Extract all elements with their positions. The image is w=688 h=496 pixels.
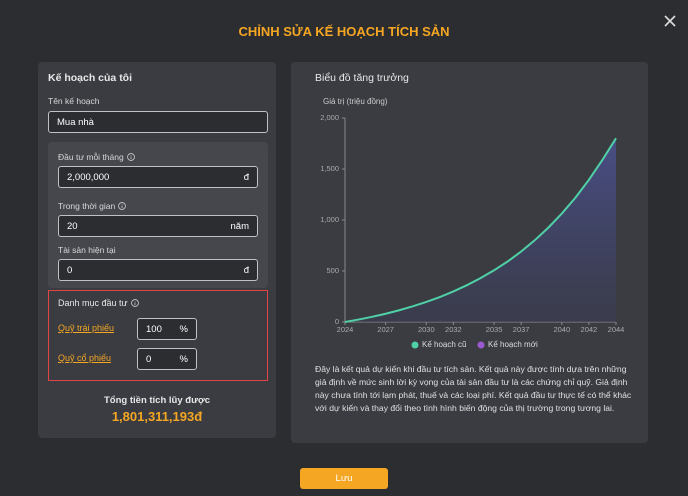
legend-swatch: [411, 341, 419, 349]
legend-swatch: [477, 341, 485, 349]
field-label: Đầu tư mỗi tháng: [58, 152, 135, 162]
input-value: 2,000,000: [67, 171, 110, 183]
y-tick-label: 2,000: [320, 113, 339, 122]
info-icon[interactable]: [126, 153, 135, 161]
save-button[interactable]: Lưu: [300, 468, 388, 489]
label-text: Đầu tư mỗi tháng: [58, 152, 124, 162]
fund-input[interactable]: 0%: [137, 348, 197, 370]
input-value: 20: [67, 220, 78, 232]
x-tick-label: 2030: [418, 325, 435, 334]
unit: %: [179, 353, 188, 365]
field-label: Trong thời gian: [58, 201, 127, 211]
input-value: Mua nhà: [57, 116, 94, 128]
area: [345, 138, 616, 322]
y-tick-label: 1,500: [320, 164, 339, 173]
x-tick-label: 2024: [337, 325, 354, 334]
close-button[interactable]: [663, 14, 677, 28]
legend-label: Kế hoạch mới: [488, 340, 538, 349]
section-title: Kế hoạch của tôi: [48, 72, 133, 84]
line: [344, 137, 617, 323]
y-tick-label: 500: [326, 266, 339, 275]
chart-description: Đây là kết quả dự kiến khi đầu tư tích s…: [315, 364, 632, 413]
chart-title: Biểu đồ tăng trưởng: [315, 72, 409, 84]
unit: %: [179, 323, 188, 335]
input-value: 100: [146, 323, 162, 335]
portfolio-title: Danh mục đầu tư: [58, 298, 139, 308]
y-tick-label: 1,000: [320, 215, 339, 224]
x-tick-label: 2037: [513, 325, 530, 334]
fund-link[interactable]: Quỹ cổ phiếu: [58, 353, 112, 363]
x-tick-label: 2027: [377, 325, 394, 334]
label-text: Trong thời gian: [58, 201, 116, 211]
input-value: 0: [67, 264, 73, 276]
info-icon[interactable]: [130, 299, 139, 307]
total-label: Tổng tiền tích lũy được: [104, 395, 210, 406]
field-label: Tài sản hiện tại: [58, 245, 116, 255]
x-tick-label: 2044: [608, 325, 625, 334]
x-tick-label: 2032: [445, 325, 462, 334]
info-icon[interactable]: [118, 202, 127, 210]
duration-input[interactable]: 20 năm: [58, 215, 258, 237]
legend-label: Kế hoạch cũ: [422, 340, 466, 349]
input-value: 0: [146, 353, 152, 365]
x-tick-label: 2042: [581, 325, 598, 334]
growth-chart: Biểu đồ tăng trưởng Giá trị (triệu đồng)…: [315, 72, 625, 349]
total-value: 1,801,311,193đ: [111, 409, 203, 424]
field-label: Tên kế hoạch: [48, 96, 100, 106]
plan-name-input[interactable]: Mua nhà: [48, 111, 268, 133]
fund-link[interactable]: Quỹ trái phiếu: [58, 323, 115, 333]
modal-title: CHỈNH SỬA KẾ HOẠCH TÍCH SẢN: [238, 24, 450, 39]
unit: đ: [243, 171, 249, 183]
y-tick-label: 0: [335, 317, 339, 326]
unit: năm: [230, 220, 249, 232]
fund-input[interactable]: 100%: [137, 318, 197, 340]
portfolio-box: [48, 290, 268, 381]
x-tick-label: 2040: [553, 325, 570, 334]
x-tick-label: 2035: [486, 325, 503, 334]
monthly-input[interactable]: 2,000,000 đ: [58, 166, 258, 188]
unit: đ: [243, 264, 249, 276]
y-axis-label: Giá trị (triệu đồng): [323, 97, 388, 106]
label-text: Danh mục đầu tư: [58, 298, 128, 308]
